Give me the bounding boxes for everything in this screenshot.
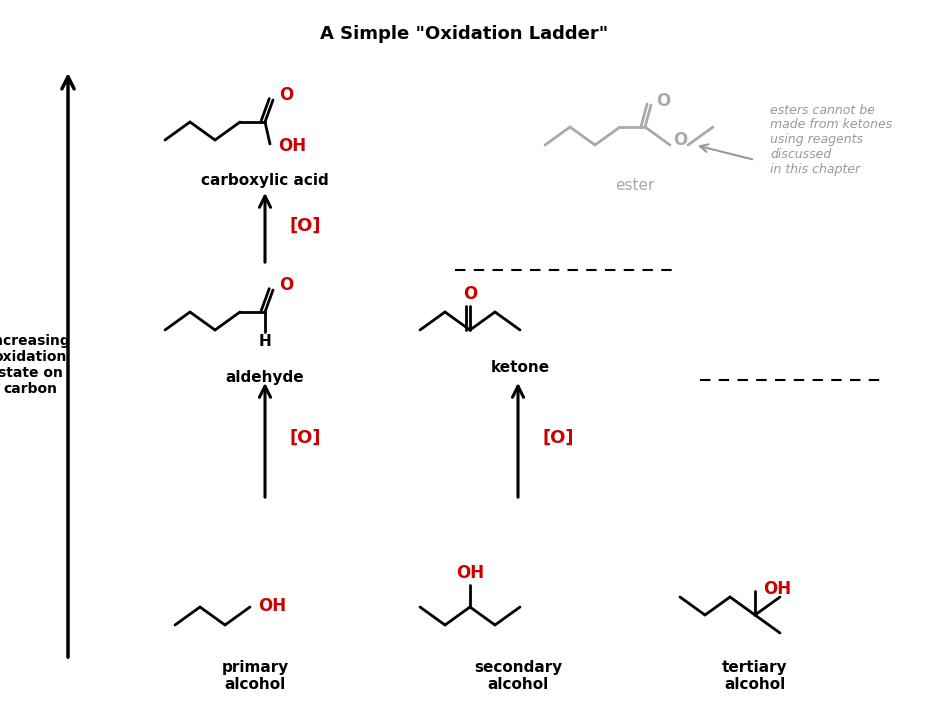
Text: secondary
alcohol: secondary alcohol: [474, 660, 562, 693]
Text: primary
alcohol: primary alcohol: [222, 660, 288, 693]
Text: tertiary
alcohol: tertiary alcohol: [721, 660, 787, 693]
Text: H: H: [259, 335, 271, 349]
Text: OH: OH: [455, 564, 484, 582]
Text: [O]: [O]: [289, 429, 321, 447]
Text: OH: OH: [278, 137, 306, 155]
Text: aldehyde: aldehyde: [225, 370, 304, 385]
Text: [O]: [O]: [289, 217, 321, 235]
Text: OH: OH: [762, 580, 790, 598]
Text: [O]: [O]: [541, 429, 573, 447]
Text: O: O: [655, 92, 669, 110]
Text: O: O: [672, 131, 686, 149]
Text: OH: OH: [258, 597, 286, 615]
Text: ketone: ketone: [489, 360, 549, 375]
Text: ester: ester: [615, 178, 654, 193]
Text: O: O: [463, 285, 476, 303]
Text: O: O: [279, 86, 293, 104]
Text: esters cannot be
made from ketones
using reagents
discussed
in this chapter: esters cannot be made from ketones using…: [769, 104, 891, 176]
Text: carboxylic acid: carboxylic acid: [201, 173, 328, 188]
Text: O: O: [279, 276, 293, 294]
Text: Increasing
oxidation
state on
carbon: Increasing oxidation state on carbon: [0, 333, 70, 396]
Text: A Simple "Oxidation Ladder": A Simple "Oxidation Ladder": [320, 25, 607, 43]
